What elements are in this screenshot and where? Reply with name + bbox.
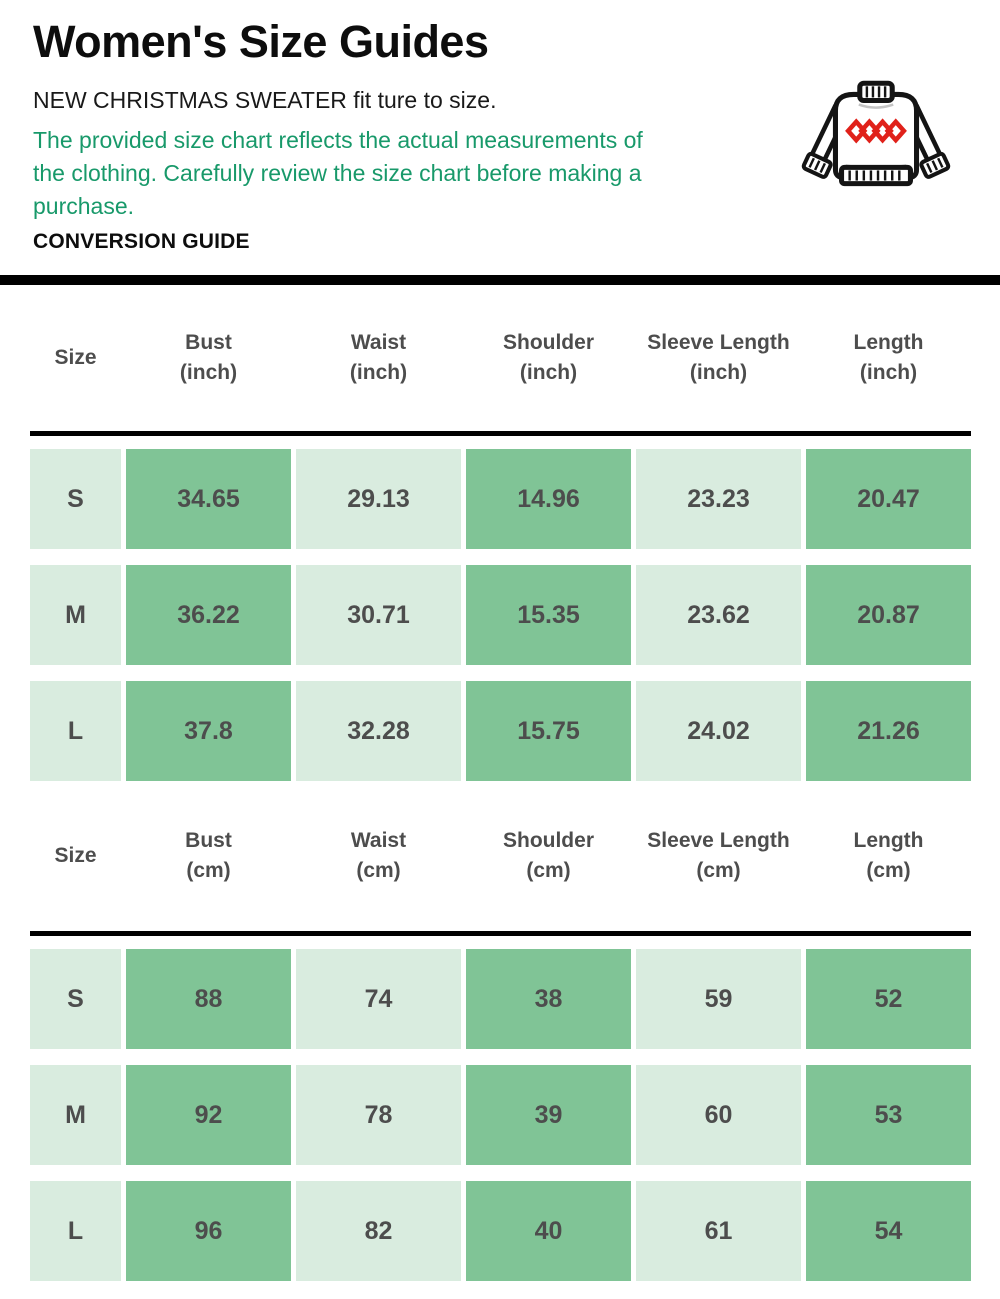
column-label: Bust	[185, 829, 232, 852]
value-cell: 29.13	[296, 449, 461, 549]
value-cell: 30.71	[296, 565, 461, 665]
value-cell: 54	[806, 1181, 971, 1281]
value-cell: 15.75	[466, 681, 631, 781]
value-cell: 52	[806, 949, 971, 1049]
value-cell: 23.62	[636, 565, 801, 665]
fit-subtitle: NEW CHRISTMAS SWEATER fit ture to size.	[33, 87, 497, 113]
column-unit: (cm)	[356, 859, 401, 882]
measurement-column-header: Sleeve Length (inch)	[636, 328, 801, 388]
column-unit: (cm)	[696, 859, 741, 882]
value-cell: 21.26	[806, 681, 971, 781]
size-cell: S	[30, 449, 121, 549]
column-unit: (inch)	[179, 361, 238, 384]
column-unit: (inch)	[519, 361, 578, 384]
value-cell: 39	[466, 1065, 631, 1165]
column-unit: (cm)	[526, 859, 571, 882]
table-body: S 34.65 29.13 14.96 23.23 20.47 M 36.22 30.71 15.…	[30, 449, 971, 781]
column-unit: (cm)	[866, 859, 911, 882]
column-label: Shoulder	[502, 829, 594, 852]
column-unit: (cm)	[186, 859, 231, 882]
measurement-column-header: Shoulder (cm)	[466, 826, 631, 886]
table-row: L 96 82 40 61 54	[30, 1181, 971, 1281]
measurement-column-header: Waist (cm)	[296, 826, 461, 886]
value-cell: 38	[466, 949, 631, 1049]
value-cell: 15.35	[466, 565, 631, 665]
value-cell: 24.02	[636, 681, 801, 781]
measurement-column-header: Shoulder (inch)	[466, 328, 631, 388]
measurement-note: The provided size chart reflects the act…	[33, 127, 643, 219]
value-cell: 60	[636, 1065, 801, 1165]
value-cell: 36.22	[126, 565, 291, 665]
table-header-row: Size Bust (cm) Waist (cm) Shoulder (cm) Sleeve …	[30, 781, 971, 931]
column-label: Sleeve Length	[647, 331, 790, 354]
column-label: Size	[54, 346, 97, 369]
value-cell: 20.47	[806, 449, 971, 549]
column-label: Length	[853, 331, 924, 354]
size-cell: L	[30, 681, 121, 781]
value-cell: 92	[126, 1065, 291, 1165]
value-cell: 37.8	[126, 681, 291, 781]
table-header-row: Size Bust (inch) Waist (inch) Shoulder (inch) S…	[30, 285, 971, 431]
value-cell: 53	[806, 1065, 971, 1165]
value-cell: 74	[296, 949, 461, 1049]
column-label: Bust	[185, 331, 232, 354]
header-divider	[30, 931, 971, 936]
column-unit: (inch)	[349, 361, 408, 384]
table-row: S 88 74 38 59 52	[30, 949, 971, 1049]
size-tables: Size Bust (inch) Waist (inch) Shoulder (inch) S…	[30, 285, 971, 1281]
value-cell: 40	[466, 1181, 631, 1281]
table-row: S 34.65 29.13 14.96 23.23 20.47	[30, 449, 971, 549]
column-unit: (inch)	[859, 361, 918, 384]
table-row: L 37.8 32.28 15.75 24.02 21.26	[30, 681, 971, 781]
size-column-header: Size	[30, 841, 121, 871]
section-divider-bar	[0, 275, 1000, 285]
measurement-column-header: Bust (cm)	[126, 826, 291, 886]
column-label: Size	[54, 844, 97, 867]
page-title: Women's Size Guides	[33, 16, 489, 67]
size-cell: M	[30, 565, 121, 665]
header-divider	[30, 431, 971, 436]
conversion-guide-label: CONVERSION GUIDE	[33, 230, 250, 253]
size-cell: L	[30, 1181, 121, 1281]
value-cell: 96	[126, 1181, 291, 1281]
table-body: S 88 74 38 59 52 M 92 78 39 60 53 L 96 82 40 61 54	[30, 949, 971, 1281]
measurement-column-header: Length (cm)	[806, 826, 971, 886]
value-cell: 14.96	[466, 449, 631, 549]
value-cell: 23.23	[636, 449, 801, 549]
value-cell: 88	[126, 949, 291, 1049]
column-label: Shoulder	[502, 331, 594, 354]
size-table-inch: Size Bust (inch) Waist (inch) Shoulder (inch) S…	[30, 285, 971, 781]
value-cell: 82	[296, 1181, 461, 1281]
value-cell: 59	[636, 949, 801, 1049]
column-label: Length	[853, 829, 924, 852]
value-cell: 20.87	[806, 565, 971, 665]
column-label: Waist	[350, 829, 407, 852]
size-cell: S	[30, 949, 121, 1049]
measurement-column-header: Waist (inch)	[296, 328, 461, 388]
column-unit: (inch)	[689, 361, 748, 384]
value-cell: 61	[636, 1181, 801, 1281]
value-cell: 32.28	[296, 681, 461, 781]
measurement-column-header: Length (inch)	[806, 328, 971, 388]
measurement-column-header: Bust (inch)	[126, 328, 291, 388]
column-label: Sleeve Length	[647, 829, 790, 852]
size-table-cm: Size Bust (cm) Waist (cm) Shoulder (cm) Sleeve …	[30, 781, 971, 1281]
value-cell: 78	[296, 1065, 461, 1165]
measurement-column-header: Sleeve Length (cm)	[636, 826, 801, 886]
size-cell: M	[30, 1065, 121, 1165]
christmas-sweater-icon	[801, 80, 951, 187]
column-label: Waist	[350, 331, 407, 354]
size-column-header: Size	[30, 343, 121, 373]
table-row: M 36.22 30.71 15.35 23.62 20.87	[30, 565, 971, 665]
value-cell: 34.65	[126, 449, 291, 549]
table-row: M 92 78 39 60 53	[30, 1065, 971, 1165]
